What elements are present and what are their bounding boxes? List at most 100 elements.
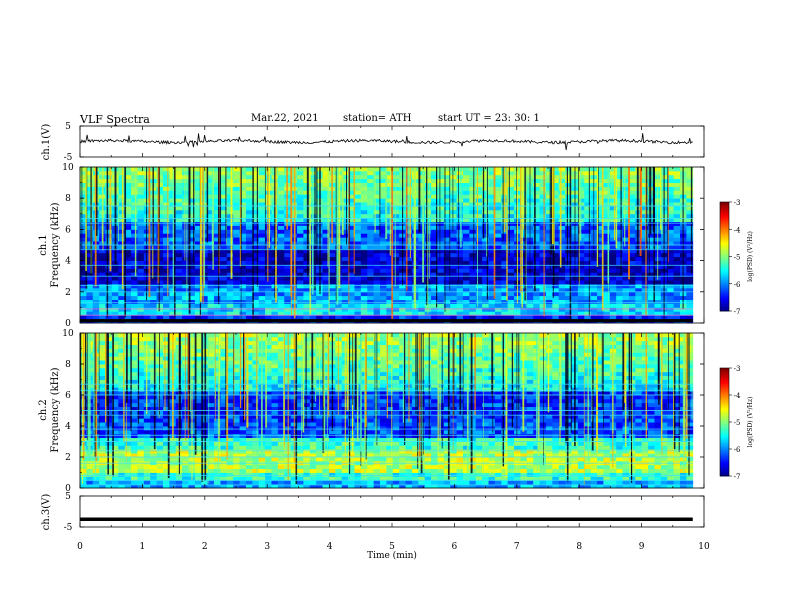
spectrogram-cell (437, 284, 445, 289)
spectrogram-cell (584, 457, 592, 462)
spectrogram-cell (558, 202, 566, 207)
spectrogram-cell (603, 464, 611, 470)
spectrogram-cell (597, 174, 604, 180)
spectrogram-cell (405, 464, 413, 470)
spectrogram-cell (92, 311, 100, 316)
spectrogram-cell (131, 194, 138, 199)
spectrogram-cell (462, 209, 470, 215)
spectrogram-cell (462, 307, 470, 312)
spectrogram-cell (239, 186, 247, 191)
spectrogram-cell (373, 484, 381, 489)
spectrogram-cell (245, 299, 253, 304)
spectrogram-cell (137, 287, 145, 293)
spectrogram-cell (609, 272, 617, 277)
spectrogram-cell (233, 295, 240, 300)
spectrogram-cell (507, 472, 515, 477)
spectrogram-cell (175, 182, 183, 187)
spectrogram-cell (86, 464, 94, 470)
spectrogram-cell (322, 233, 330, 238)
spectrogram-cell (80, 167, 87, 172)
spectrogram-cell (182, 476, 189, 481)
spectrogram-cell (462, 287, 470, 293)
spectrogram-cell (354, 233, 362, 238)
spectrogram-cell (252, 453, 260, 458)
spectrogram-cell (565, 484, 572, 489)
spectrogram-cell (131, 241, 138, 246)
spectrogram-cell (641, 311, 649, 316)
spectrogram-cell (111, 284, 119, 289)
spectrogram-cell (482, 291, 489, 297)
spectrogram-cell (462, 280, 470, 285)
spectrogram-cell (182, 182, 189, 187)
spectrogram-cell (182, 233, 189, 238)
spectrogram-cell (341, 268, 349, 273)
spectrogram-cell (214, 295, 221, 300)
spectrogram-cell (380, 248, 387, 254)
spectrogram-cell (462, 472, 470, 477)
spectrogram-cell (131, 287, 138, 293)
spectrogram-cell (175, 303, 183, 308)
spectrogram-cell (188, 280, 196, 285)
spectrogram-cell (597, 472, 604, 477)
spectrogram-cell (418, 206, 426, 211)
spectrogram-cell (194, 233, 202, 238)
spectrogram-cell (456, 256, 464, 261)
spectrogram-cell (233, 280, 240, 285)
spectrogram-cell (367, 476, 375, 481)
spectrogram-cell (411, 472, 419, 477)
spectrogram-cell (520, 280, 528, 285)
spectrogram-cell (507, 167, 515, 172)
spectrogram-cell (118, 202, 126, 207)
spectrogram-cell (354, 252, 362, 258)
spectrogram-cell (673, 299, 681, 304)
spectrogram-cell (558, 248, 566, 254)
spectrogram-cell (341, 260, 349, 265)
spectrogram-cell (469, 186, 477, 191)
spectrogram-cell (680, 311, 687, 316)
spectrogram-cell (297, 311, 304, 316)
spectrogram-cell (609, 225, 617, 230)
spectrogram-cell (482, 167, 489, 172)
spectrogram-cell (143, 217, 151, 222)
spectrogram-cell (482, 178, 489, 183)
spectrogram-cell (533, 245, 540, 250)
spectrogram-cell (226, 284, 234, 289)
spectrogram-cell (462, 229, 470, 234)
spectrogram-cell (469, 221, 477, 226)
spectrogram-cell (488, 284, 496, 289)
spectrogram-cell (156, 198, 164, 203)
spectrogram-cell (220, 295, 228, 300)
spectrogram-cell (686, 480, 694, 485)
spectrogram-cell (654, 284, 662, 289)
spectrogram-cell (418, 245, 426, 250)
spectrogram-cell (156, 272, 164, 277)
spectrogram-cell (252, 268, 260, 273)
spectrogram-cell (597, 295, 604, 300)
spectrogram-cell (277, 480, 285, 485)
spectrogram-cell (207, 194, 215, 199)
spectrogram-cell (367, 468, 375, 473)
spectrogram-cell (360, 287, 368, 293)
spectrogram-cell (405, 272, 413, 277)
spectrogram-cell (367, 237, 375, 242)
spectrogram-cell (150, 484, 157, 489)
spectrogram-cell (616, 303, 623, 308)
spectrogram-cell (654, 464, 662, 470)
spectrogram-cell (194, 186, 202, 191)
spectrogram-cell (162, 453, 170, 458)
spectrogram-cell (443, 182, 451, 187)
spectrogram-cell (648, 307, 655, 312)
spectrogram-cell (571, 457, 579, 462)
spectrogram-cell (648, 272, 655, 277)
spectrogram-cell (616, 225, 623, 230)
spectrogram-cell (220, 245, 228, 250)
spectrogram-cell (156, 276, 164, 281)
spectrogram-cell (628, 464, 636, 470)
spectrogram-cell (462, 311, 470, 316)
spectrogram-cell (482, 276, 489, 281)
spectrogram-cell (348, 245, 355, 250)
spectrogram-cell (233, 291, 240, 297)
spectrogram-cell (405, 268, 413, 273)
spectrogram-cell (686, 233, 694, 238)
spectrogram-cell (162, 202, 170, 207)
